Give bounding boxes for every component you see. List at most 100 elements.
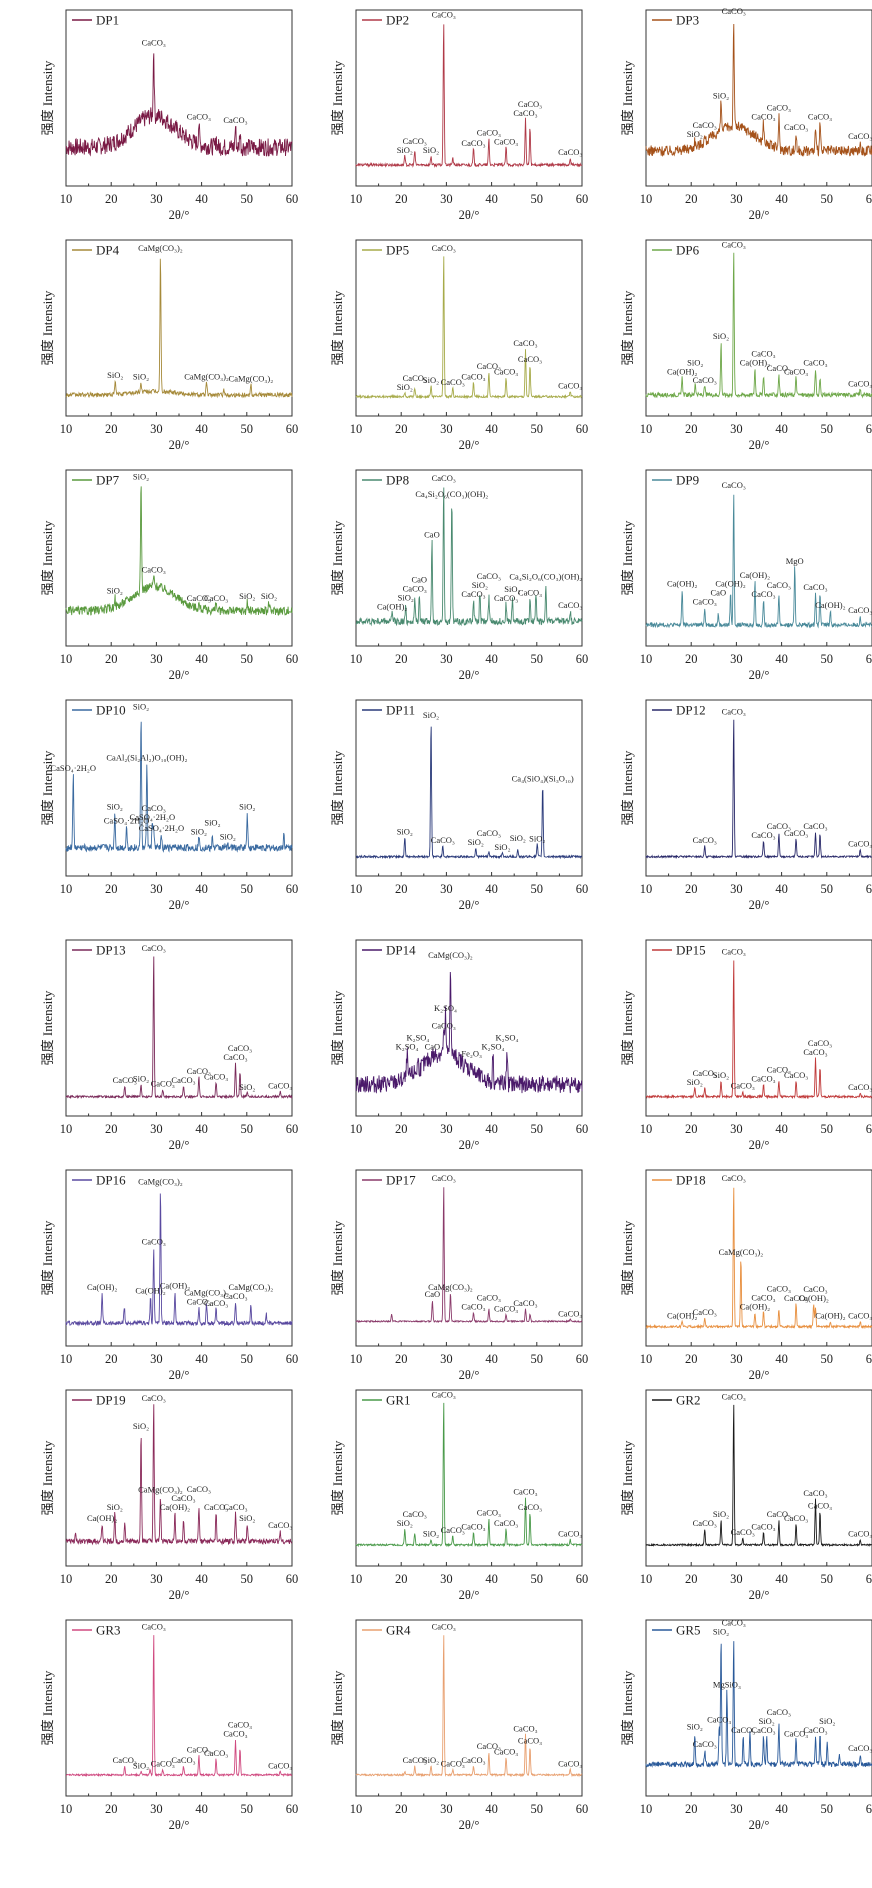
x-axis-label: 2θ/° <box>169 1138 190 1152</box>
x-axis-label: 2θ/° <box>169 208 190 222</box>
x-tick-label: 30 <box>730 192 743 206</box>
y-axis-label: 强度 Intensity <box>330 1440 345 1515</box>
peak-label: CaCO₃ <box>693 835 717 845</box>
x-tick-label: 20 <box>105 652 118 666</box>
peak-label: CaCO₃ <box>513 1723 537 1733</box>
xrd-pattern-line <box>645 252 872 399</box>
x-tick-label: 40 <box>485 1802 498 1816</box>
peak-label: CaMg(CO₃)₂ <box>138 1485 183 1495</box>
x-tick-label: 10 <box>640 1802 653 1816</box>
peak-label: Fe₂O₃ <box>461 1049 482 1059</box>
plot-frame <box>355 9 583 187</box>
peak-label: CaCO₃ <box>187 1296 211 1306</box>
peak-label: SiO₂ <box>504 584 520 594</box>
peak-label: CaMg(CO₃)₂ <box>138 243 183 253</box>
peak-label: CaCO₃ <box>223 1291 247 1301</box>
legend-label: GR4 <box>386 1623 411 1638</box>
xrd-chart-dp8: 10 20 30 40 50 60 2θ/° 强度 Intensity DP8 CaCO₃ Ca₄S… <box>330 469 588 682</box>
x-tick-label: 60 <box>866 192 872 206</box>
x-tick-label: 50 <box>531 192 544 206</box>
x-tick-label: 10 <box>350 882 363 896</box>
xrd-panel-dp10: 10 20 30 40 50 60 2θ/° 强度 Intensity DP10 SiO₂ CaSO… <box>0 690 298 920</box>
legend-label: DP14 <box>386 943 416 958</box>
x-tick-label: 10 <box>640 652 653 666</box>
x-tick-label: 60 <box>576 1352 589 1366</box>
legend-label: DP4 <box>96 243 120 258</box>
x-tick-label: 10 <box>60 1802 73 1816</box>
y-axis-label: 强度 Intensity <box>40 520 55 595</box>
x-tick-label: 50 <box>821 192 834 206</box>
peak-label: Ca(OH)₂ <box>815 600 845 610</box>
x-tick-label: 30 <box>730 1572 743 1586</box>
x-axis-label: 2θ/° <box>459 438 480 452</box>
x-tick-label: 50 <box>241 422 254 436</box>
xrd-pattern-line <box>66 1635 293 1778</box>
xrd-panel-dp18: 10 20 30 40 50 60 2θ/° 强度 Intensity DP18 CaCO₃ CaM… <box>580 1160 872 1390</box>
x-tick-label: 60 <box>576 882 589 896</box>
x-tick-label: 30 <box>440 1802 453 1816</box>
peak-label: CaCO₃ <box>187 1484 211 1494</box>
x-tick-label: 10 <box>640 422 653 436</box>
x-tick-label: 60 <box>576 1572 589 1586</box>
peak-label: CaCO₃ <box>142 1621 166 1631</box>
peak-label: CaCO₃ <box>477 1293 501 1303</box>
x-tick-label: 10 <box>640 192 653 206</box>
peak-label: CaCO₃ <box>803 1488 827 1498</box>
peak-label: CaCO₃ <box>518 99 542 109</box>
peak-label: Ca(OH)₂ <box>740 357 770 367</box>
legend-label: GR3 <box>96 1623 121 1638</box>
peak-label: CaMg(CO₃)₂ <box>428 950 473 960</box>
y-axis-label: 强度 Intensity <box>40 750 55 825</box>
peak-label: CaCO₃ <box>784 1729 808 1739</box>
peak-label: SiO₂ <box>107 802 123 812</box>
peak-label: CaCO₃ <box>171 1075 195 1085</box>
x-tick-label: 20 <box>685 1572 698 1586</box>
legend-label: DP2 <box>386 13 409 28</box>
peak-label: CaCO₃ <box>142 1236 166 1246</box>
peak-label: CaCO₃ <box>432 1390 456 1400</box>
xrd-pattern-line <box>65 956 293 1100</box>
xrd-panel-dp5: 10 20 30 40 50 60 2θ/° 强度 Intensity DP5 CaCO₃ SiO₂… <box>290 230 588 460</box>
y-axis-label: 强度 Intensity <box>620 1440 635 1515</box>
peak-label: CaMg(CO₃)₂ <box>229 373 274 383</box>
peak-label: SiO₂ <box>397 145 413 155</box>
x-tick-label: 20 <box>685 1802 698 1816</box>
y-axis-label: 强度 Intensity <box>330 520 345 595</box>
peak-label: CaO <box>425 1042 441 1052</box>
peak-label: CaCO₃ <box>722 6 746 16</box>
xrd-pattern-line <box>645 1404 872 1548</box>
peak-label: SiO₂ <box>713 1627 729 1637</box>
xrd-panel-dp19: 10 20 30 40 50 60 2θ/° 强度 Intensity DP19 CaCO₃ SiO… <box>0 1380 298 1610</box>
peak-label: CaCO₃ <box>784 1293 808 1303</box>
x-tick-label: 50 <box>241 652 254 666</box>
peak-label: SiO₂ <box>687 129 703 139</box>
peak-label: CaSO₄·2H₂O <box>139 823 185 833</box>
x-tick-label: 40 <box>485 1122 498 1136</box>
x-axis-label: 2θ/° <box>749 1818 770 1832</box>
x-axis-label: 2θ/° <box>459 898 480 912</box>
peak-label: CaCO₃ <box>513 1298 537 1308</box>
peak-label: CaCO₃ <box>518 1502 542 1512</box>
peak-label: CaCO₃ <box>767 821 791 831</box>
peak-label: CaCO₃ <box>461 1522 485 1532</box>
peak-label: CaCO₃ <box>403 1755 427 1765</box>
peak-label: K₂SO₄ <box>396 1042 419 1052</box>
peak-label: CaCO₃ <box>461 138 485 148</box>
x-tick-label: 20 <box>395 1572 408 1586</box>
xrd-panel-dp2: 10 20 30 40 50 60 2θ/° 强度 Intensity DP2 CaCO₃ SiO₂… <box>290 0 588 230</box>
legend-label: DP16 <box>96 1173 126 1188</box>
peak-label: Ca(OH)₂ <box>740 570 770 580</box>
peak-label: CaCO₃ <box>518 1736 542 1746</box>
peak-label: CaCO₃ <box>432 1173 456 1183</box>
plot-frame <box>645 939 872 1117</box>
x-tick-label: 30 <box>730 422 743 436</box>
peak-label: SiO₂ <box>133 372 149 382</box>
x-tick-label: 40 <box>775 1352 788 1366</box>
peak-label: CaCO₃ <box>731 1527 755 1537</box>
legend-label: GR5 <box>676 1623 701 1638</box>
